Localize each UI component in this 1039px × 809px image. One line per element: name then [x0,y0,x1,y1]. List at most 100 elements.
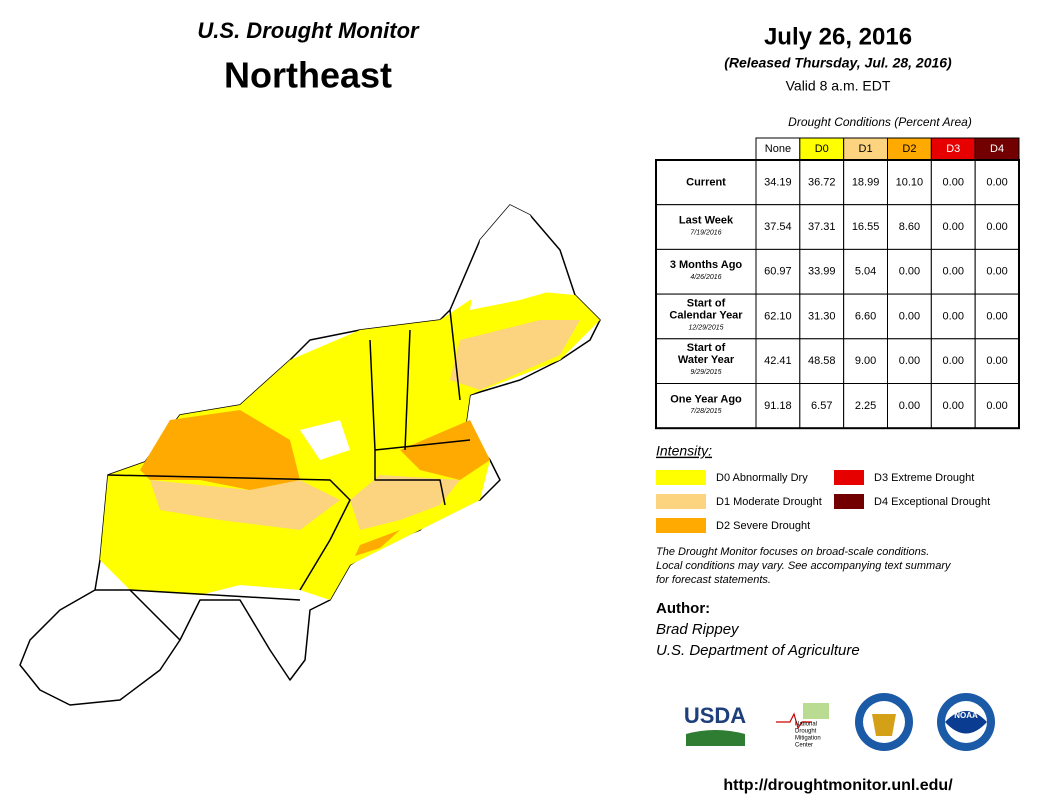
note: The Drought Monitor focuses on broad-sca… [656,546,952,586]
value: 8.60 [899,221,920,233]
row-label: Water Year [678,354,735,366]
title: U.S. Drought Monitor [197,18,420,43]
row-label: Start of [687,297,726,309]
legend-label: D4 Exceptional Drought [874,496,990,508]
header-label: None [765,143,791,155]
usda-logo: USDA [684,703,746,728]
value-cell [930,383,976,429]
value: 42.41 [764,355,792,367]
row-label-cell [655,383,757,429]
value: 0.00 [899,400,920,412]
value-cell [843,338,889,384]
value: 16.55 [852,221,880,233]
value-cell [974,204,1020,250]
row-label-cell [655,159,757,206]
row-label: 3 Months Ago [670,259,743,271]
state-line [95,589,181,641]
value: 2.25 [855,400,876,412]
commerce-logo [872,714,896,736]
value: 9.00 [855,355,876,367]
header-label: D4 [990,143,1004,155]
value: 0.00 [943,310,964,322]
value: 62.10 [764,310,792,322]
row-label: One Year Ago [670,393,742,405]
d2-area [140,410,300,490]
header-label: D2 [902,143,916,155]
value-cell [843,383,889,429]
row-date: 7/19/2016 [690,229,721,236]
note-line: Local conditions may vary. See accompany… [656,560,952,572]
row-label: Calendar Year [669,309,743,321]
table-caption: Drought Conditions (Percent Area) [788,115,972,129]
noaa-logo: NOAA [954,711,978,720]
d2-area [400,420,490,480]
row-label: Start of [687,342,726,354]
value: 0.00 [986,310,1007,322]
ndmc-text: Drought [795,729,817,735]
legend-swatch [656,470,706,485]
row-label: Last Week [679,214,734,226]
row-date: 12/29/2015 [688,324,723,331]
value: 0.00 [986,400,1007,412]
state-line [449,309,461,401]
d1-area [350,475,460,530]
legend-swatch [656,494,706,509]
value: 0.00 [899,266,920,278]
value: 0.00 [899,355,920,367]
value-cell [930,248,976,295]
value-cell [799,293,845,340]
value: 0.00 [943,355,964,367]
row-label-cell [655,204,757,250]
value: 36.72 [808,176,836,188]
value: 34.19 [764,176,792,188]
state-line [129,589,301,601]
map [19,204,601,706]
value-cell [799,159,845,206]
author-heading: Author: [656,600,710,617]
author-agency: U.S. Department of Agriculture [656,642,860,659]
value: 0.00 [986,221,1007,233]
row-date: 7/28/2015 [690,408,721,415]
legend-label: D0 Abnormally Dry [716,472,808,484]
note-line: The Drought Monitor focuses on broad-sca… [656,546,929,558]
value: 0.00 [986,176,1007,188]
ndmc-text: National [795,722,817,728]
value: 37.31 [808,221,836,233]
legend-title: Intensity: [656,443,712,459]
value: 31.30 [808,310,836,322]
ndmc-text: Mitigation [795,736,821,742]
legend: D0 Abnormally Dry D1 Moderate Drought D2 S… [656,470,990,533]
value: 60.97 [764,266,792,278]
value: 0.00 [943,266,964,278]
row-label: Current [686,176,726,188]
value: 33.99 [808,266,836,278]
ndmc-icon [776,712,812,730]
value: 6.60 [855,310,876,322]
legend-label: D2 Severe Drought [716,520,810,532]
row-date: 9/29/2015 [690,369,721,376]
url: http://droughtmonitor.unl.edu/ [723,777,953,794]
value-cell [974,338,1020,384]
noaa-logo-bird [945,711,987,734]
value: 37.54 [764,221,792,233]
value-cell [843,204,889,250]
usda-swoosh [686,730,745,746]
d1-area [150,480,340,530]
conditions-table: None D0 D1 D2 D3 D4 Current 34.19 36.72 18.99 10.1… [655,137,1020,430]
state-line [404,329,411,451]
row-label-cell [655,248,757,295]
ndmc-icon [803,703,829,719]
value-cell [930,204,976,250]
value: 48.58 [808,355,836,367]
d2-area [355,530,400,556]
value-cell [755,204,801,250]
row-label-cell [655,338,757,384]
value: 0.00 [943,221,964,233]
header-label: D3 [946,143,960,155]
value: 0.00 [943,176,964,188]
value-cell [755,248,801,295]
d1-area [450,320,580,390]
